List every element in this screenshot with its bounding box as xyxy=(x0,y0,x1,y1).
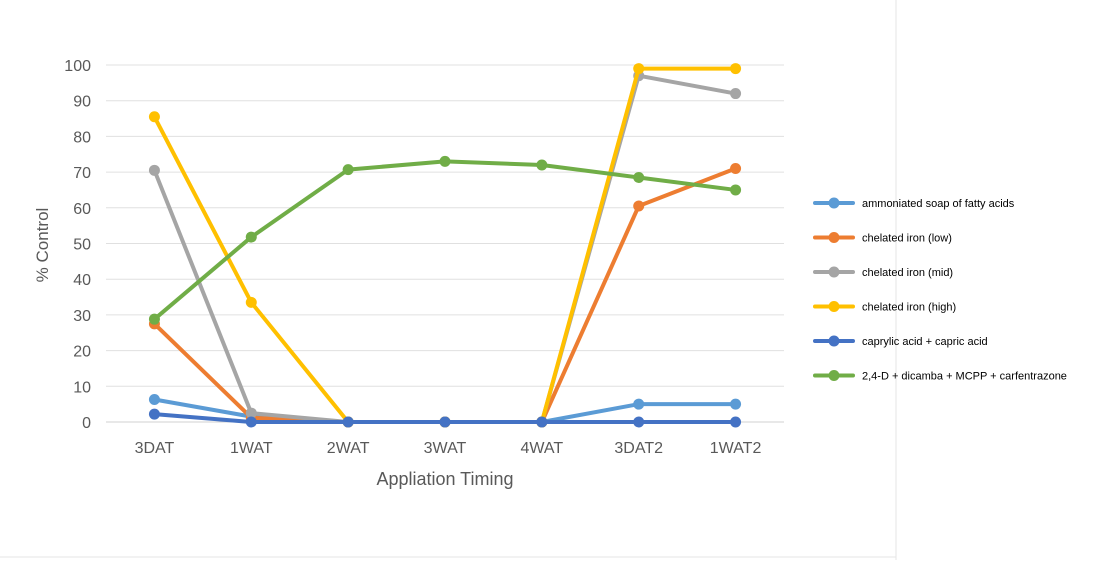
data-point xyxy=(245,296,257,308)
legend-label: chelated iron (mid) xyxy=(862,267,953,279)
y-tick-label: 10 xyxy=(73,379,91,396)
y-tick-label: 90 xyxy=(73,94,91,111)
x-tick-label: 4WAT xyxy=(521,440,564,457)
y-axis-label: % Control xyxy=(33,208,52,283)
series-6 xyxy=(148,155,742,325)
data-point xyxy=(730,63,742,75)
y-tick-label: 50 xyxy=(73,237,91,254)
data-point xyxy=(730,88,742,100)
gridlines xyxy=(106,64,784,423)
legend-label: chelated iron (high) xyxy=(862,302,956,314)
data-point xyxy=(245,407,257,419)
data-point xyxy=(148,394,160,406)
data-point xyxy=(633,416,645,428)
y-tick-label: 40 xyxy=(73,272,91,289)
legend-item: 2,4-D + dicamba + MCPP + carfentrazone xyxy=(813,370,1067,383)
y-tick-label: 70 xyxy=(73,165,91,182)
x-tick-label: 3DAT xyxy=(135,440,175,457)
legend-label: caprylic acid + capric acid xyxy=(862,336,988,348)
legend-swatch-marker xyxy=(828,266,840,278)
x-tick-label: 3WAT xyxy=(424,440,467,457)
legend-swatch-marker xyxy=(828,232,840,243)
y-tick-label: 100 xyxy=(64,58,91,75)
y-axis-ticks: 0 10 20 30 40 50 60 70 80 90 100 xyxy=(64,58,91,432)
y-tick-label: 60 xyxy=(73,201,91,218)
data-point xyxy=(439,416,451,428)
data-point xyxy=(536,159,548,171)
x-axis-ticks: 3DAT 1WAT 2WAT 3WAT 4WAT 3DAT2 1WAT2 xyxy=(135,440,762,457)
data-point xyxy=(633,200,645,212)
x-tick-label: 1WAT xyxy=(230,440,273,457)
data-point xyxy=(633,398,645,410)
legend-label: ammoniated soap of fatty acids xyxy=(862,198,1015,210)
legend-item: caprylic acid + capric acid xyxy=(813,335,988,348)
data-point xyxy=(536,416,548,428)
legend-label: chelated iron (low) xyxy=(862,233,952,245)
series-group xyxy=(148,63,742,428)
legend-item: chelated iron (mid) xyxy=(813,266,953,279)
x-axis-label: Appliation Timing xyxy=(376,469,513,489)
y-tick-label: 30 xyxy=(73,308,91,325)
y-tick-label: 80 xyxy=(73,129,91,146)
legend-label: 2,4-D + dicamba + MCPP + carfentrazone xyxy=(862,371,1067,383)
data-point xyxy=(148,408,160,420)
data-point xyxy=(245,416,257,428)
data-point xyxy=(730,184,742,196)
data-point xyxy=(148,111,160,123)
data-point xyxy=(730,163,742,175)
y-tick-label: 0 xyxy=(82,415,91,432)
data-point xyxy=(245,231,257,243)
data-point xyxy=(342,416,354,428)
data-point xyxy=(148,164,160,176)
data-point xyxy=(633,171,645,183)
legend-item: ammoniated soap of fatty acids xyxy=(813,197,1015,210)
data-point xyxy=(148,313,160,325)
data-point xyxy=(730,416,742,428)
data-point xyxy=(730,398,742,410)
legend-item: chelated iron (high) xyxy=(813,301,956,314)
legend-swatch-marker xyxy=(828,301,840,312)
y-tick-label: 20 xyxy=(73,344,91,361)
legend-swatch-marker xyxy=(828,335,840,347)
x-tick-label: 1WAT2 xyxy=(710,440,762,457)
legend-swatch-marker xyxy=(828,370,840,381)
data-point xyxy=(342,164,354,176)
legend-swatch-marker xyxy=(828,197,840,209)
series-5 xyxy=(148,408,742,428)
legend-item: chelated iron (low) xyxy=(813,232,952,245)
data-point xyxy=(439,155,451,167)
x-tick-label: 2WAT xyxy=(327,440,370,457)
x-tick-label: 3DAT2 xyxy=(614,440,663,457)
legend: ammoniated soap of fatty acids chelated i… xyxy=(813,197,1067,383)
data-point xyxy=(633,63,645,75)
